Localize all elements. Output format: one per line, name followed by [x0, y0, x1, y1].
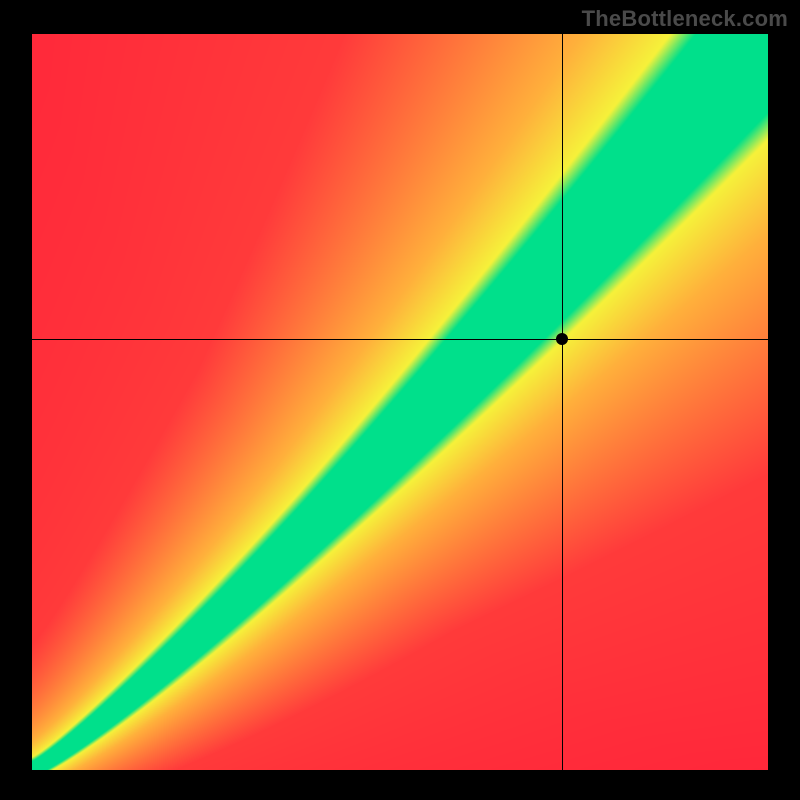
crosshair-horizontal: [32, 339, 768, 340]
watermark-text: TheBottleneck.com: [582, 6, 788, 32]
crosshair-vertical: [562, 34, 563, 770]
bottleneck-heatmap: [32, 34, 768, 770]
plot-area: [32, 34, 768, 770]
